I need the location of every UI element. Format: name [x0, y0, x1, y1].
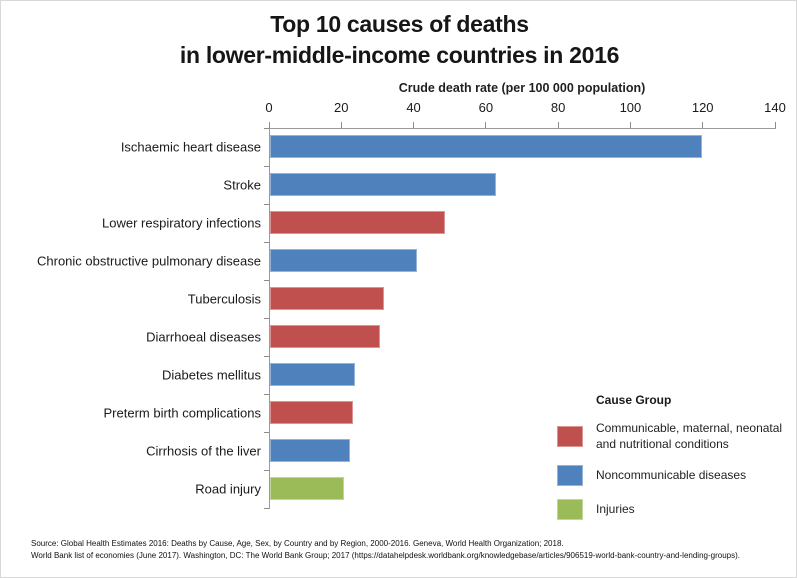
chart-title-line1: Top 10 causes of deaths	[270, 11, 529, 37]
category-label: Road injury	[195, 481, 261, 497]
bar-row: Chronic obstructive pulmonary disease	[1, 242, 796, 280]
category-label: Tuberculosis	[187, 291, 261, 307]
y-tick-mark-2	[264, 204, 269, 205]
bar	[270, 173, 497, 196]
bar	[270, 287, 385, 310]
category-label: Ischaemic heart disease	[120, 139, 261, 155]
bar-row: Lower respiratory infections	[1, 204, 796, 242]
x-tick-mark-140	[774, 122, 776, 128]
category-label: Preterm birth complications	[103, 405, 262, 421]
legend-entry: Injuries	[557, 499, 792, 521]
source-note-line1: Source: Global Health Estimates 2016: De…	[31, 539, 564, 548]
bar-row: Stroke	[1, 166, 796, 204]
x-tick-label-100: 100	[619, 100, 642, 115]
bar-row: Ischaemic heart disease	[1, 128, 796, 166]
legend: Cause Group Communicable, maternal, neon…	[557, 393, 792, 533]
x-tick-label-20: 20	[334, 100, 349, 115]
legend-label: Noncommunicable diseases	[596, 467, 747, 482]
y-tick-mark-9	[264, 470, 269, 471]
x-axis-title: Crude death rate (per 100 000 population…	[398, 81, 646, 95]
y-tick-mark-6	[264, 356, 269, 357]
chart-title: Top 10 causes of deaths in lower-middle-…	[1, 9, 796, 71]
bar-row: Road injury	[1, 470, 796, 508]
bar-row: Diabetes mellitus	[1, 356, 796, 394]
x-axis-line	[269, 128, 776, 129]
x-tick-mark-20	[340, 122, 342, 128]
legend-label: Communicable, maternal, neonatal and nut…	[596, 421, 783, 451]
y-axis-line	[269, 128, 270, 509]
bar-row: Diarrhoeal diseases	[1, 318, 796, 356]
x-tick-label-60: 60	[478, 100, 494, 115]
bar-row: Cirrhosis of the liver	[1, 432, 796, 470]
bar	[270, 439, 350, 462]
category-label: Cirrhosis of the liver	[146, 443, 261, 459]
category-label: Chronic obstructive pulmonary disease	[37, 253, 261, 269]
chart-title-line2: in lower-middle-income countries in 2016	[179, 42, 620, 68]
source-note: Source: Global Health Estimates 2016: De…	[31, 538, 791, 562]
bar	[270, 401, 354, 424]
bar	[270, 249, 417, 272]
bar	[270, 363, 356, 386]
bar	[270, 477, 345, 500]
x-tick-mark-60	[485, 122, 487, 128]
y-tick-mark-7	[264, 394, 269, 395]
y-tick-mark-8	[264, 432, 269, 433]
bar	[270, 135, 703, 158]
y-tick-mark-3	[264, 242, 269, 243]
legend-swatch	[557, 499, 583, 521]
legend-title: Cause Group	[596, 393, 672, 407]
x-tick-label-120: 120	[691, 100, 714, 115]
category-label: Diarrhoeal diseases	[146, 329, 261, 345]
legend-entry: Noncommunicable diseases	[557, 465, 792, 487]
source-note-line2: World Bank list of economies (June 2017)…	[31, 551, 740, 560]
y-tick-mark-1	[264, 166, 269, 167]
x-tick-mark-80	[557, 122, 559, 128]
legend-label: Injuries	[596, 501, 635, 516]
y-tick-mark-5	[264, 318, 269, 319]
y-tick-mark-10	[264, 508, 269, 509]
x-tick-label-80: 80	[550, 100, 566, 115]
bar-row: Preterm birth complications	[1, 394, 796, 432]
x-tick-mark-120	[702, 122, 704, 128]
category-label: Lower respiratory infections	[102, 215, 261, 231]
legend-swatch	[557, 426, 583, 448]
x-tick-label-140: 140	[764, 100, 786, 115]
y-tick-mark-4	[264, 280, 269, 281]
category-label: Diabetes mellitus	[162, 367, 261, 383]
x-tick-mark-0	[268, 122, 270, 128]
legend-swatch	[557, 465, 583, 487]
bar	[270, 325, 381, 348]
legend-entries: Communicable, maternal, neonatal and nut…	[557, 421, 792, 521]
x-tick-mark-100	[629, 122, 631, 128]
legend-entry: Communicable, maternal, neonatal and nut…	[557, 421, 792, 452]
bar	[270, 211, 446, 234]
x-tick-label-0: 0	[265, 100, 273, 115]
bar-row: Tuberculosis	[1, 280, 796, 318]
y-tick-mark-0	[264, 128, 269, 129]
category-label: Stroke	[223, 177, 261, 193]
x-tick-mark-40	[413, 122, 415, 128]
x-tick-label-40: 40	[406, 100, 421, 115]
